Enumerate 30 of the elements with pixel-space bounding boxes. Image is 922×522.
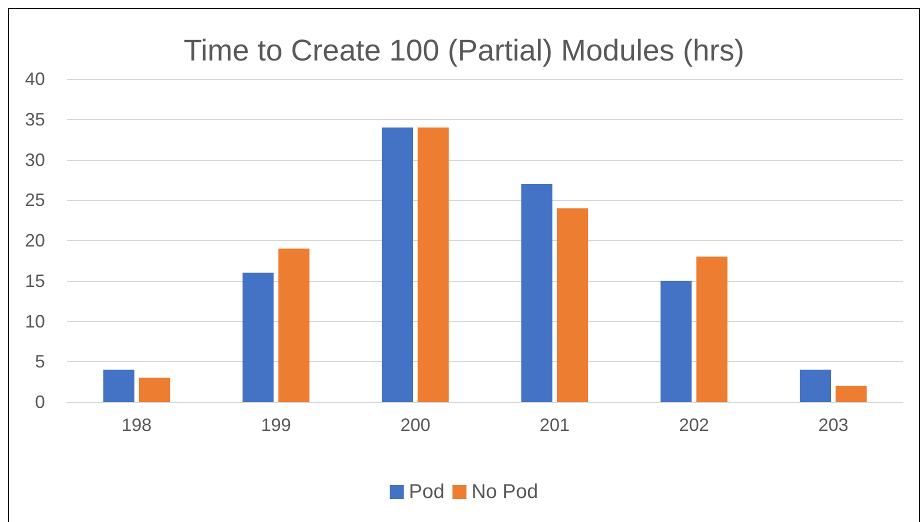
x-tick-label: 203 xyxy=(818,415,848,435)
y-tick-label: 40 xyxy=(24,69,45,89)
y-tick-label: 5 xyxy=(34,352,45,372)
y-tick-label: 15 xyxy=(24,270,45,291)
x-tick-label: 200 xyxy=(400,415,430,435)
legend-label: Pod xyxy=(408,481,444,503)
bar xyxy=(242,272,274,402)
bar xyxy=(278,248,310,402)
bar xyxy=(660,280,692,402)
y-tick-label: 0 xyxy=(34,392,45,412)
legend-label: No Pod xyxy=(471,481,538,503)
bar xyxy=(800,370,831,402)
y-tick-label: 35 xyxy=(24,109,45,130)
bar xyxy=(139,378,170,402)
bar xyxy=(696,256,728,402)
y-tick-label: 30 xyxy=(24,150,45,170)
x-tick-label: 198 xyxy=(122,415,152,435)
y-tick-label: 20 xyxy=(24,230,45,250)
bar xyxy=(382,127,413,402)
y-tick-label: 25 xyxy=(24,190,45,210)
chart-title: Time to Create 100 (Partial) Modules (hrs) xyxy=(184,34,744,68)
bar xyxy=(103,370,134,402)
x-tick-label: 201 xyxy=(540,415,570,435)
x-tick-label: 202 xyxy=(678,415,710,435)
x-tick-label: 199 xyxy=(260,415,292,435)
y-tick-label: 10 xyxy=(24,311,45,332)
bar xyxy=(836,386,867,402)
bar xyxy=(418,127,449,402)
bar xyxy=(557,208,588,402)
bar xyxy=(521,184,552,402)
